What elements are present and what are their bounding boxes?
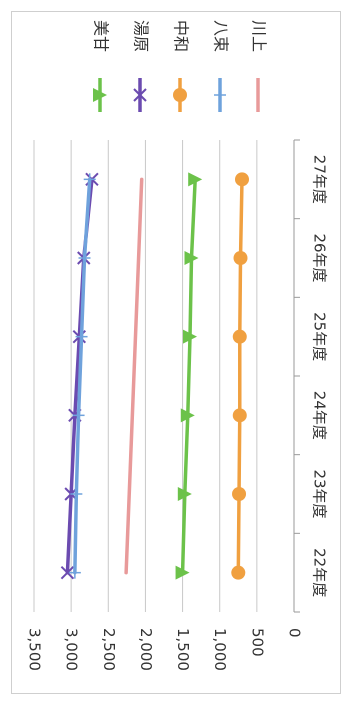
value-tick-label: 0 — [286, 628, 304, 638]
series-line — [180, 177, 197, 575]
legend-label: 湯原 — [132, 20, 151, 52]
gridlines — [33, 140, 295, 612]
category-label: 26年度 — [311, 233, 329, 282]
category-label: 22年度 — [311, 548, 329, 597]
chart-frame — [11, 11, 341, 694]
legend-entry: 中和 — [172, 20, 191, 112]
legend-entry: 川上 — [250, 20, 269, 112]
category-labels: 22年度 23年度 24年度 25年度 26年度 27年度 — [311, 155, 329, 597]
series-layer — [60, 172, 249, 580]
series-八束 — [68, 173, 96, 579]
legend-label: 美甘 — [92, 20, 111, 52]
legend-label: 中和 — [172, 20, 191, 52]
value-tick-label: 3,500 — [26, 628, 44, 671]
data-point-circle — [232, 487, 247, 501]
category-label: 27年度 — [311, 155, 329, 204]
data-point-circle — [173, 88, 187, 102]
data-point-plus — [78, 252, 91, 264]
data-point-triangle — [183, 329, 197, 344]
category-label: 23年度 — [311, 469, 329, 518]
value-tick-label: 2,500 — [100, 628, 118, 671]
category-label: 25年度 — [311, 312, 329, 361]
data-point-triangle — [180, 408, 195, 423]
series-中和 — [231, 172, 249, 580]
legend-entry: 湯原 — [132, 20, 151, 112]
value-tick-labels: 0 500 1,000 1,500 2,000 2,500 3,000 3,500 — [26, 628, 304, 671]
legend: 美甘 湯原 中和 八束 川上 — [92, 20, 269, 112]
data-point-triangle — [177, 487, 192, 501]
data-point-plus — [68, 566, 81, 579]
data-point-triangle — [175, 565, 190, 580]
series-美甘 — [175, 172, 203, 580]
data-point-circle — [232, 408, 247, 423]
data-point-triangle — [188, 172, 203, 187]
category-label: 24年度 — [311, 391, 329, 440]
value-tick-label: 500 — [248, 628, 266, 657]
data-point-plus — [83, 173, 96, 186]
value-tick-label: 1,500 — [174, 628, 192, 671]
data-point-triangle — [184, 251, 199, 265]
data-point-circle — [235, 172, 249, 187]
value-tick-label: 2,000 — [137, 628, 155, 671]
legend-entry: 八束 — [212, 20, 231, 112]
data-point-x — [60, 565, 75, 580]
data-point-plus — [72, 409, 85, 422]
data-point-plus — [75, 330, 88, 343]
value-tick-label: 1,000 — [211, 628, 229, 671]
value-tick-label: 3,000 — [63, 628, 81, 671]
data-point-circle — [233, 251, 248, 265]
data-point-plus — [70, 488, 83, 500]
series-line — [124, 177, 144, 575]
data-point-circle — [231, 565, 246, 580]
series-川上 — [124, 177, 144, 575]
series-line — [236, 177, 244, 575]
category-ticks — [294, 139, 300, 613]
legend-label: 八束 — [212, 20, 231, 52]
series-line — [73, 177, 92, 575]
data-point-triangle — [93, 88, 107, 102]
data-point-circle — [232, 329, 247, 344]
legend-label: 川上 — [250, 20, 269, 52]
legend-entry: 美甘 — [92, 20, 111, 112]
data-point-plus — [214, 89, 226, 101]
data-point-x — [133, 88, 147, 102]
